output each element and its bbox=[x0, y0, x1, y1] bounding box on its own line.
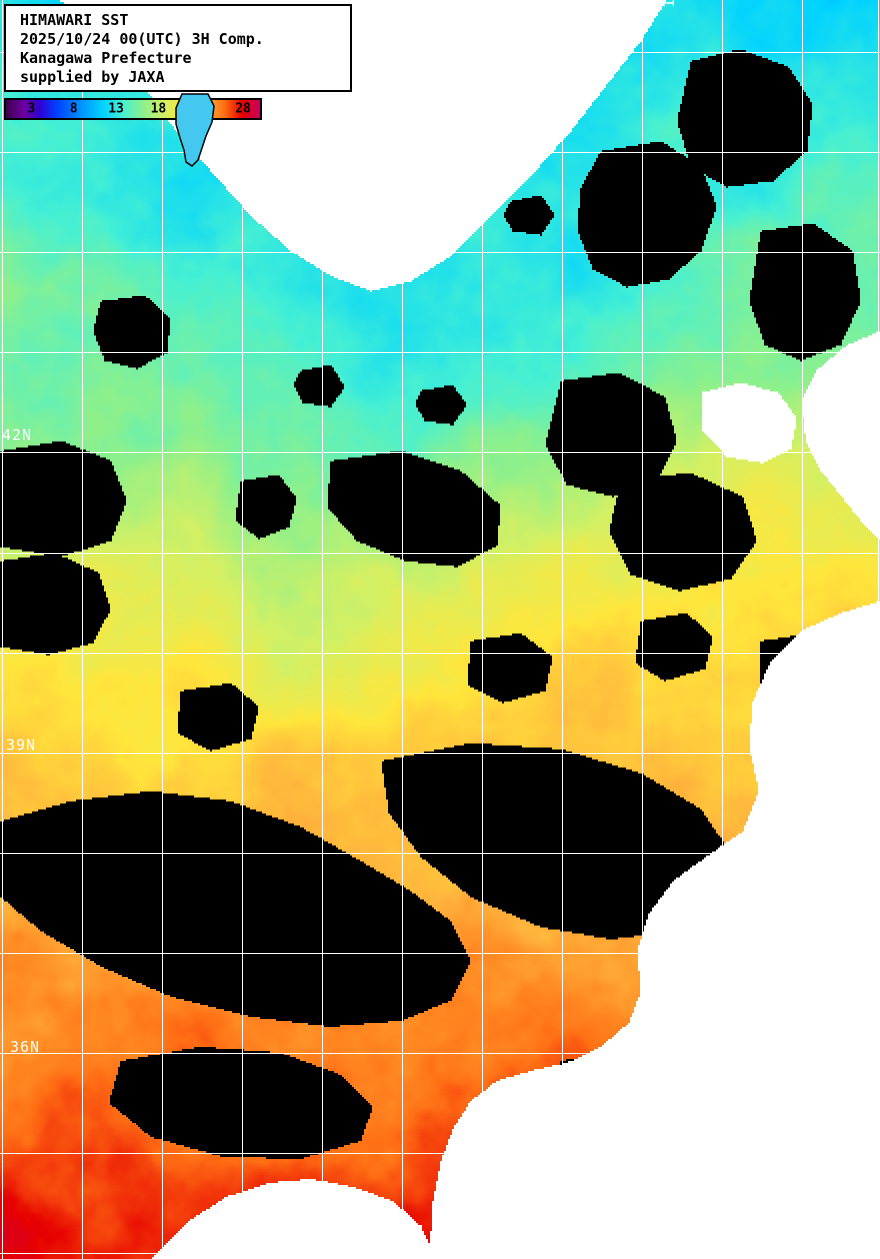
colorbar-tick-labels: 3 8 13 18 23 28 bbox=[6, 100, 260, 118]
title-panel: HIMAWARI SST 2025/10/24 00(UTC) 3H Comp.… bbox=[4, 4, 352, 92]
colorbar-tick-28: 28 bbox=[235, 101, 251, 117]
colorbar-tick-8: 8 bbox=[69, 101, 78, 117]
title-line-datetime: 2025/10/24 00(UTC) 3H Comp. bbox=[20, 30, 264, 48]
sst-colorbar: 3 8 13 18 23 28 bbox=[4, 98, 262, 120]
colorbar-tick-3: 3 bbox=[27, 101, 36, 117]
colorbar-tick-13: 13 bbox=[108, 101, 124, 117]
title-line-product: HIMAWARI SST bbox=[20, 11, 129, 29]
colorbar-tick-23: 23 bbox=[192, 101, 209, 117]
title-line-source: supplied by JAXA bbox=[20, 68, 165, 86]
title-line-region: Kanagawa Prefecture bbox=[20, 49, 192, 67]
colorbar-tick-18: 18 bbox=[150, 101, 167, 117]
